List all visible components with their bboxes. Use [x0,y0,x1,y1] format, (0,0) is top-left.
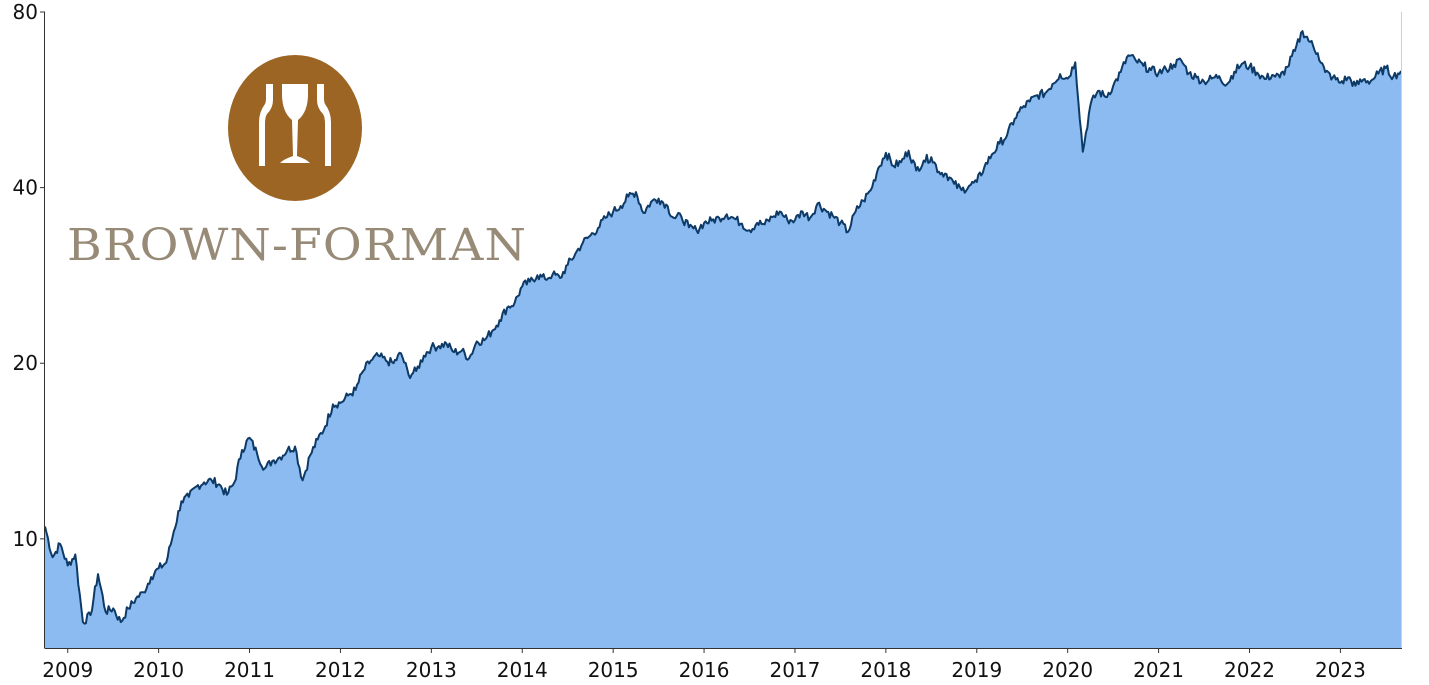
x-tick-label: 2018 [860,658,911,682]
x-tick-label: 2021 [1133,658,1184,682]
y-tick-label: 20 [13,351,38,375]
y-tick-label: 40 [13,176,38,200]
x-tick-label: 2013 [406,658,457,682]
x-tick-label: 2016 [679,658,730,682]
plot-area [44,30,1402,649]
x-tick-label: 2022 [1224,658,1275,682]
x-tick-label: 2020 [1042,658,1093,682]
x-tick-label: 2011 [224,658,275,682]
price-line [44,30,1402,625]
price-area-fill [45,31,1401,649]
x-tick-label: 2019 [951,658,1002,682]
chart-axes [44,12,1402,649]
y-tick-label: 80 [13,0,38,24]
brown-forman-logo: BROWN-FORMAN [67,55,527,271]
x-tick-label: 2015 [588,658,639,682]
y-tick-label: 10 [13,527,38,551]
y-axis-ticks: 10 20 40 80 [13,0,45,551]
x-tick-label: 2009 [42,658,93,682]
x-tick-label: 2023 [1315,658,1366,682]
bottle-glass-icon [259,84,331,166]
x-axis-ticks: 2009 2010 2011 2012 2013 2014 2015 2016 2017 2018… [42,648,1366,682]
x-tick-label: 2017 [770,658,821,682]
x-tick-label: 2014 [497,658,548,682]
x-tick-label: 2010 [133,658,184,682]
x-tick-label: 2012 [315,658,366,682]
logo-wordmark: BROWN-FORMAN [67,220,527,271]
